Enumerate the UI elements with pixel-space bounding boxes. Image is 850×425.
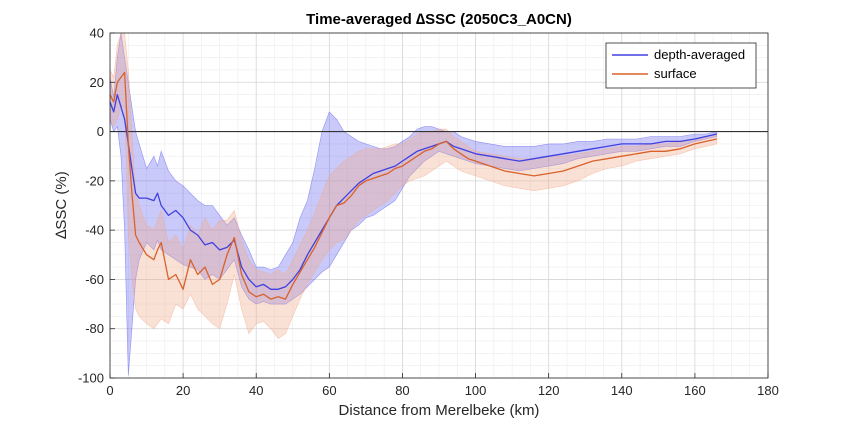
x-tick-label: 180: [757, 383, 779, 398]
x-tick-label: 60: [322, 383, 336, 398]
x-axis-label: Distance from Merelbeke (km): [339, 402, 540, 419]
y-tick-label: 0: [97, 124, 104, 139]
y-tick-label: 20: [90, 75, 104, 90]
line-surface: [109, 71, 717, 300]
y-tick-label: -100: [78, 371, 104, 386]
band-surface: [109, 32, 718, 340]
chart-title: Time-averaged ∆SSC (2050C3_A0CN): [306, 11, 572, 28]
x-tick-label: 40: [249, 383, 263, 398]
confidence-bands: [109, 32, 718, 376]
x-tick-label: 140: [611, 383, 633, 398]
y-tick-label: 40: [90, 26, 104, 41]
plot-frame: [109, 32, 769, 379]
legend-label-surface: surface: [654, 66, 697, 81]
legend-box: [605, 42, 757, 89]
y-tick-label: -80: [85, 321, 104, 336]
x-tick-label: 80: [395, 383, 409, 398]
y-tick-label: -60: [85, 272, 104, 287]
x-tick-label: 120: [538, 383, 560, 398]
legend: depth-averaged surface: [605, 42, 757, 89]
y-tick-label: -40: [85, 223, 104, 238]
y-tick-label: -20: [85, 173, 104, 188]
x-axis-ticks: 0 20 40 60 80 100 120 140 160 180: [106, 373, 779, 398]
y-axis-label: ∆SSC (%): [53, 171, 70, 239]
x-tick-label: 160: [684, 383, 706, 398]
x-tick-label: 0: [106, 383, 113, 398]
y-axis-ticks: 40 20 0 -20 -40 -60 -80 -100: [78, 26, 115, 386]
x-tick-label: 20: [176, 383, 190, 398]
x-tick-label: 100: [465, 383, 487, 398]
series-lines: [109, 71, 717, 300]
legend-label-depth-averaged: depth-averaged: [654, 47, 745, 62]
